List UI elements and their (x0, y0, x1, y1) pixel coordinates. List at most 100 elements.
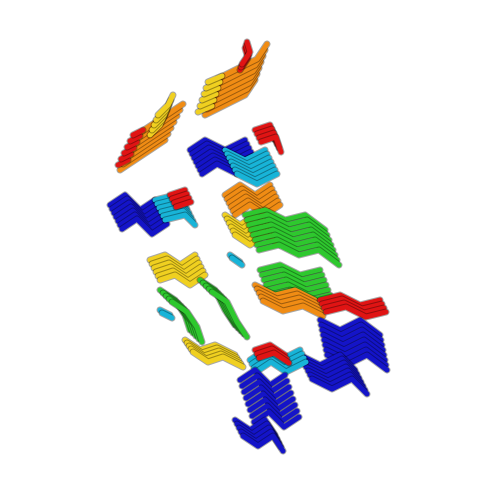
strand-upper-right-tip-layer-2 (199, 91, 219, 103)
sheet-middle-green-layer-4 (250, 227, 336, 253)
loop-left-green-layer-4 (169, 299, 205, 345)
strand-upper-left-tip (114, 126, 147, 169)
strand-top-end (236, 38, 254, 74)
loop-center-green-layer-4 (209, 289, 250, 340)
sheet-upper-cyan-layer-1 (224, 151, 270, 167)
sheet-upper-cyan-layer-4 (230, 163, 276, 179)
sheet-left-red-layer-2 (171, 195, 192, 206)
turn-right-orange-layer-4 (260, 298, 326, 319)
sheet-lower-green-layer-3 (263, 277, 329, 293)
sheet-middle-green-layer-2 (246, 217, 332, 243)
sheet-lower-green-layer-2 (261, 272, 327, 288)
sheet-upper-red-layer-3 (258, 134, 284, 155)
strand-upper-right-tip-layer-4 (203, 79, 223, 91)
sheet-lower-green-layer-0 (257, 262, 323, 278)
sheet-right-blue-layer-3 (320, 332, 386, 353)
sheet-left-red (166, 186, 195, 211)
sheet-bottom-red (251, 341, 293, 367)
sheet-right-lower-blue (296, 351, 371, 398)
sheet-right-blue-layer-2 (319, 327, 385, 348)
sheet-right-red-layer-2 (321, 300, 387, 316)
strand-top-end-layer-2 (239, 39, 253, 67)
sheet-bottom-blue-layer-1 (239, 373, 290, 394)
strand-upper-right-tip-layer-5 (205, 73, 225, 85)
sheet-left-red-layer-1 (169, 191, 190, 202)
sheet-upper-cyan-layer-0 (222, 147, 268, 163)
loop-bottom-yellow (181, 336, 247, 371)
sheet-bottom-blue-layer-4 (245, 391, 296, 412)
turn-right-orange-layer-2 (256, 290, 322, 311)
turn-right-orange (251, 281, 327, 320)
sheet-left-cyan-layer-5 (162, 212, 198, 228)
sheet-upper-cyan-layer-2 (226, 155, 272, 171)
sheet-right-blue-layer-4 (321, 337, 387, 358)
sheet-right-blue-layer-5 (322, 342, 388, 363)
sheet-right-blue (316, 316, 391, 374)
sheet-bottom-red-layer-2 (256, 350, 292, 366)
sheet-upper-red (251, 121, 285, 156)
sheet-bottom-blue-layer-2 (241, 379, 292, 400)
strand-upper-left-tip-layer-1 (118, 151, 134, 162)
strand-upper-left-end-layer-4 (155, 92, 176, 118)
sheet-left-blue (106, 191, 171, 238)
sheet-middle-green-layer-6 (254, 237, 340, 263)
sheet-middle-green-layer-3 (248, 222, 334, 248)
strand-upper-left-tip-layer-2 (121, 145, 137, 156)
strand-upper-left-tip-layer-5 (130, 127, 146, 138)
sheet-middle-green-layer-0 (242, 207, 328, 233)
strand-upper-left-layer-2 (123, 125, 174, 161)
sheet-right-lower-blue-layer-6 (309, 376, 370, 397)
sheet-right-red (316, 291, 390, 321)
strand-upper-left-layer-0 (117, 137, 168, 173)
sheet-bottom-blue-layer-3 (243, 385, 294, 406)
side-chain-cyan-2-layer-1 (229, 255, 245, 268)
strand-upper-left-tip-layer-0 (115, 157, 131, 168)
sheet-right-red-layer-1 (319, 296, 385, 312)
sheet-left-red-layer-3 (173, 199, 194, 210)
sheet-left-blue-layer-6 (119, 216, 170, 237)
sheet-upper-blue-layer-1 (189, 141, 250, 157)
sheet-right-blue-layer-0 (317, 317, 383, 338)
loop-center-green (196, 276, 251, 341)
sheet-upper-cyan (221, 146, 281, 188)
strand-upper-left-end (146, 91, 177, 139)
sheet-upper-cyan-layer-5 (232, 167, 278, 183)
sheet-right-red-layer-3 (323, 304, 389, 320)
sheet-bottom-cyan-layer-3 (253, 359, 309, 375)
sheet-upper-cyan-layer-6 (234, 171, 280, 187)
loop-bottom-yellow-layer-4 (190, 349, 246, 370)
sheet-upper-blue-layer-0 (187, 137, 248, 153)
strand-upper-right-tip (194, 72, 226, 116)
turn-right-orange-layer-3 (258, 294, 324, 315)
sheet-lower-green-layer-1 (259, 267, 325, 283)
loop-left-yellow (146, 251, 209, 289)
turn-right-orange-layer-1 (254, 286, 320, 307)
sheet-left-red-layer-0 (167, 187, 188, 198)
sheet-middle-green-layer-5 (252, 232, 338, 258)
sheet-bottom-blue-layer-6 (249, 403, 300, 424)
sheet-bottom-blue-layer-5 (247, 397, 298, 418)
sheet-bottom-blue-layer-7 (251, 409, 302, 430)
strand-upper-left-layer-1 (120, 131, 171, 167)
sheet-middle-green-layer-7 (256, 242, 342, 268)
sheet-bottom-blue-layer-0 (237, 367, 288, 388)
sheet-upper-cyan-layer-3 (228, 159, 274, 175)
sheet-right-red-layer-0 (317, 292, 383, 308)
side-chain-cyan-layer-1 (159, 310, 175, 321)
sheet-right-blue-layer-1 (318, 322, 384, 343)
loop-left-green (156, 286, 206, 346)
strand-upper-right-tip-layer-1 (197, 97, 217, 109)
sheet-middle-green (241, 206, 343, 269)
strand-upper-right-tip-layer-3 (201, 85, 221, 97)
strand-upper-right-tip-layer-0 (195, 103, 215, 115)
side-chain-cyan-2 (226, 251, 246, 269)
sheet-bottom-blue (236, 366, 303, 431)
side-chain-cyan (156, 306, 176, 322)
sheet-upper-blue-layer-2 (191, 145, 252, 161)
sheet-bottom-tail (231, 416, 287, 455)
turn-right-orange-layer-0 (252, 282, 318, 303)
strand-upper-left-tip-layer-4 (127, 133, 143, 144)
sheet-middle-green-layer-1 (244, 212, 330, 238)
